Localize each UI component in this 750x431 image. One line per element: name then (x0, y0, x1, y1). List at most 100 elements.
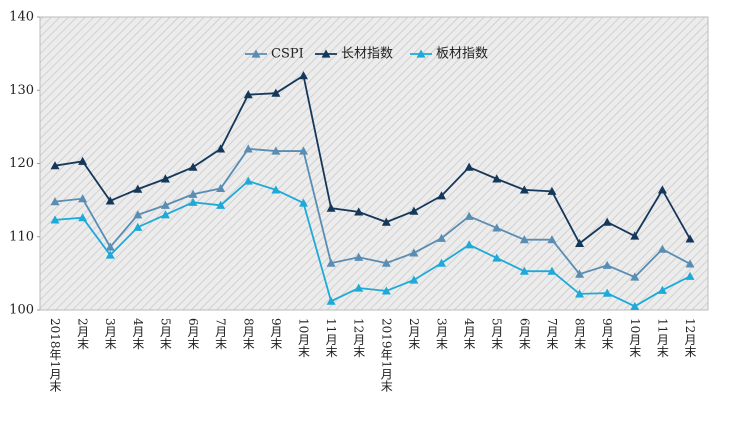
marker (50, 161, 60, 170)
legend-marker (251, 49, 261, 58)
marker (243, 176, 253, 185)
x-tick-label: 8月末 (573, 318, 587, 350)
marker (216, 183, 226, 193)
marker (381, 217, 391, 226)
marker (409, 206, 419, 215)
marker (630, 301, 640, 310)
marker (160, 174, 170, 183)
marker (492, 174, 502, 183)
x-tick-label: 5月末 (158, 318, 172, 350)
marker (685, 271, 695, 280)
marker (409, 248, 419, 257)
marker (519, 235, 529, 244)
y-tick-label: 120 (9, 156, 34, 171)
x-tick-label: 9月末 (269, 318, 283, 350)
marker (133, 184, 143, 193)
marker (354, 252, 364, 261)
marker (326, 203, 336, 212)
x-tick-label: 9月末 (600, 318, 614, 350)
marker (464, 211, 474, 220)
legend-label: CSPI (271, 47, 304, 62)
marker (575, 238, 585, 247)
marker (602, 288, 612, 297)
x-tick-label: 2月末 (76, 318, 90, 350)
legend-label: 长材指数 (341, 47, 393, 62)
marker (381, 258, 391, 267)
x-tick-label: 4月末 (462, 318, 476, 350)
marker (133, 222, 143, 231)
marker (243, 90, 253, 99)
marker (160, 210, 170, 219)
marker (298, 198, 308, 207)
marker (492, 253, 502, 262)
x-tick-label: 7月末 (545, 318, 559, 350)
x-tick-label: 12月末 (683, 318, 697, 357)
x-tick-label: 5月末 (490, 318, 504, 350)
marker (602, 217, 612, 226)
y-tick-label: 110 (9, 229, 34, 244)
x-tick-label: 2018年1月末 (48, 318, 62, 392)
x-tick-label: 8月末 (241, 318, 255, 350)
marker (326, 258, 336, 267)
x-tick-label: 11月末 (324, 318, 338, 357)
marker (437, 258, 447, 267)
marker (657, 244, 667, 253)
marker (78, 194, 88, 203)
x-tick-label: 10月末 (296, 318, 310, 357)
marker (409, 275, 419, 284)
marker (326, 296, 336, 305)
marker (271, 185, 281, 194)
x-tick-label: 3月末 (103, 318, 117, 350)
marker (50, 197, 60, 206)
legend-label: 板材指数 (436, 47, 488, 62)
marker (519, 185, 529, 194)
marker (492, 223, 502, 232)
marker (685, 259, 695, 268)
marker (547, 266, 557, 275)
marker (216, 200, 226, 209)
marker (78, 156, 88, 165)
marker (547, 186, 557, 195)
marker (105, 196, 115, 205)
marker (630, 272, 640, 281)
marker (243, 144, 253, 153)
series-line (54, 180, 691, 308)
marker (519, 266, 529, 275)
marker (298, 71, 308, 80)
marker (685, 234, 695, 243)
marker (105, 250, 115, 259)
x-tick-label: 6月末 (517, 318, 531, 350)
series-line (54, 147, 691, 279)
marker (602, 260, 612, 269)
marker (575, 289, 585, 298)
x-tick-label: 10月末 (628, 318, 642, 357)
legend-marker (416, 49, 426, 58)
marker (575, 269, 585, 278)
x-tick-label: 11月末 (655, 318, 669, 357)
marker (271, 88, 281, 97)
marker (437, 191, 447, 200)
y-tick-label: 140 (9, 10, 34, 25)
x-tick-label: 6月末 (186, 318, 200, 350)
marker (657, 285, 667, 294)
x-tick-label: 3月末 (435, 318, 449, 350)
marker (464, 162, 474, 171)
marker (354, 207, 364, 216)
x-tick-label: 7月末 (214, 318, 228, 350)
marker (381, 286, 391, 295)
marker (271, 146, 281, 155)
x-tick-label: 2019年1月末 (379, 318, 393, 392)
x-tick-label: 12月末 (352, 318, 366, 357)
marker (188, 189, 198, 198)
marker (188, 162, 198, 171)
series-line (54, 74, 691, 245)
marker (216, 144, 226, 153)
y-tick-label: 100 (9, 303, 34, 318)
marker (464, 240, 474, 249)
marker (657, 185, 667, 194)
marker (78, 213, 88, 222)
marker (160, 200, 170, 209)
y-tick-label: 130 (9, 83, 34, 98)
marker (437, 233, 447, 242)
